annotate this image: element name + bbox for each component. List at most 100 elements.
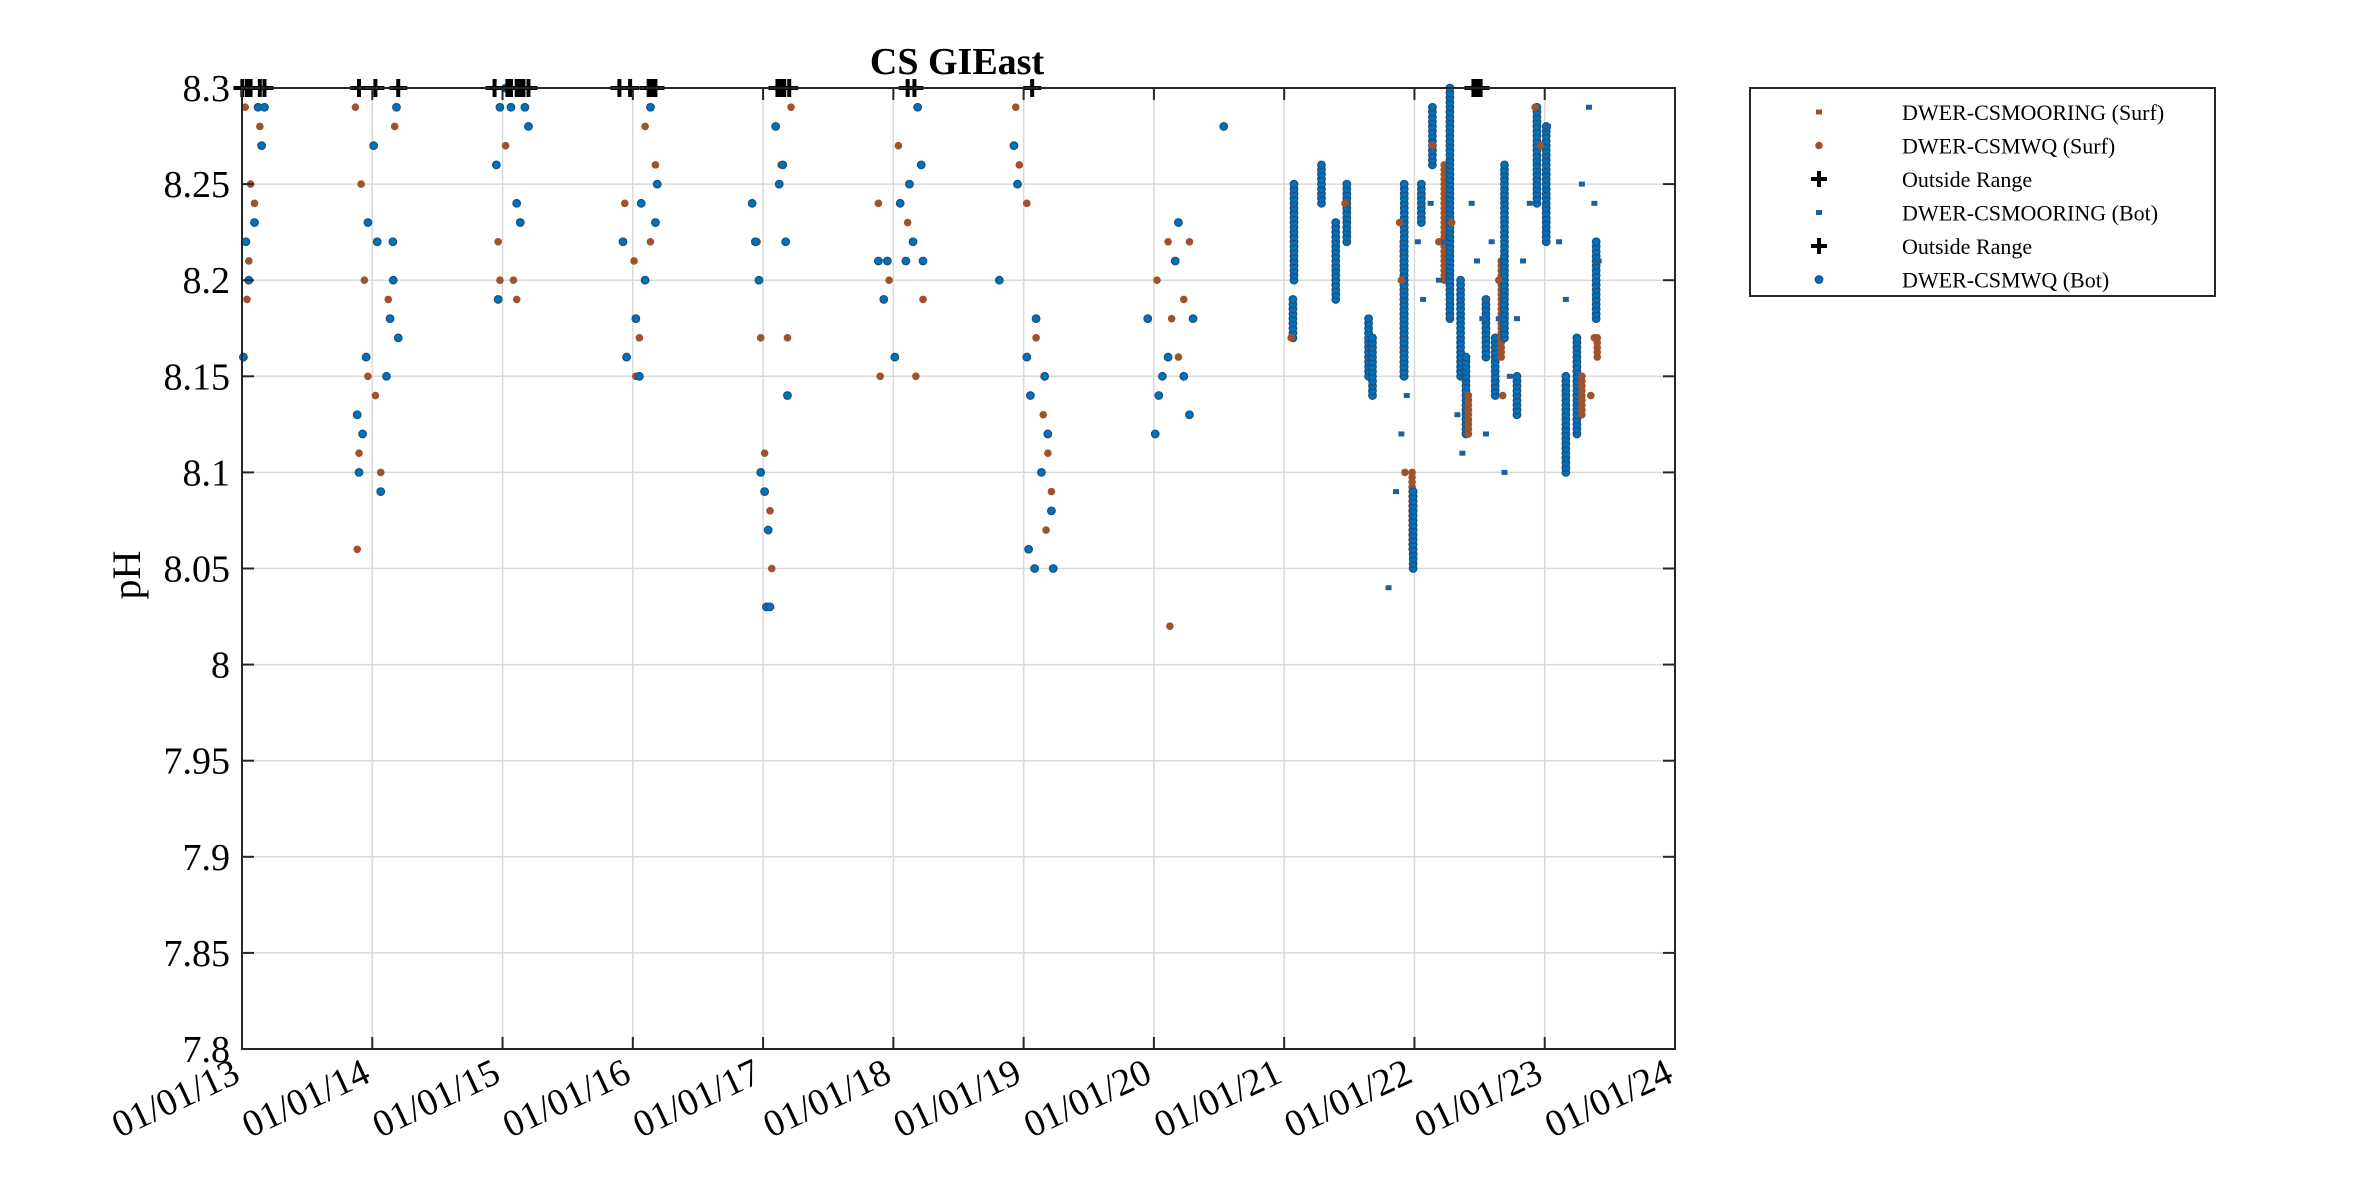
wq_surf-point <box>1167 314 1176 323</box>
data-marks <box>233 79 1602 630</box>
wq_bot-point <box>765 602 775 612</box>
wq_surf-point <box>767 564 776 573</box>
wq_surf-point <box>903 218 912 227</box>
wq_bot-point <box>646 102 655 112</box>
wq_bot-point <box>774 179 784 189</box>
y-tick-label: 8.1 <box>183 452 231 494</box>
wq_bot-point <box>1024 544 1033 554</box>
y-tick-label: 8 <box>211 645 230 687</box>
wq_bot-point <box>1461 352 1471 362</box>
mooring_bot-point <box>1556 239 1563 245</box>
wq_bot-point <box>916 160 926 170</box>
legend-marker-square <box>1816 109 1822 115</box>
y-tick-label: 8.05 <box>164 549 231 591</box>
wq_surf-point <box>1179 295 1188 304</box>
wq_surf-point <box>912 372 920 381</box>
wq_bot-point <box>1219 122 1229 131</box>
legend-label: Outside Range <box>1902 167 2032 192</box>
wq_surf-point <box>766 507 774 515</box>
wq_bot-point <box>631 314 641 324</box>
wq_surf-point <box>1153 276 1161 285</box>
wq_surf-point <box>876 372 884 381</box>
mooring_bot-point <box>1441 239 1448 245</box>
wq_bot-point <box>506 102 516 112</box>
wq_bot-point <box>1030 564 1040 573</box>
wq_bot-point <box>363 218 373 227</box>
legend-label: DWER-CSMOORING (Surf) <box>1902 100 2164 125</box>
y-tick-label: 8.3 <box>183 68 231 110</box>
wq_surf-point <box>364 372 372 381</box>
wq_surf-point <box>1531 103 1539 112</box>
wq_bot-point <box>1368 333 1377 343</box>
mooring_bot-point <box>1479 316 1486 322</box>
wq_surf-point <box>894 141 903 150</box>
mooring_bot-point <box>1513 316 1520 322</box>
wq_bot-point <box>783 391 792 400</box>
legend-label: DWER-CSMWQ (Bot) <box>1902 268 2109 293</box>
wq_bot-point <box>781 237 791 247</box>
mooring_bot-point <box>1520 258 1527 264</box>
wq_bot-point <box>495 102 505 112</box>
wq_bot-point <box>651 218 660 227</box>
wq_bot-point <box>1408 487 1418 497</box>
wq_bot-point <box>1416 179 1426 189</box>
wq_surf-point <box>241 103 250 112</box>
mooring_bot-point <box>1474 258 1481 264</box>
mooring_bot-point <box>1591 200 1598 206</box>
wq_surf-point <box>512 295 521 304</box>
wq_surf-point <box>760 449 769 457</box>
wq_bot-point <box>1188 314 1198 324</box>
wq_bot-point <box>1364 314 1373 324</box>
wq_bot-point <box>1037 468 1046 477</box>
wq_bot-point <box>1022 352 1032 362</box>
wq_surf-point <box>1401 468 1409 477</box>
wq_surf-point <box>1164 237 1172 246</box>
wq_surf-point <box>651 161 660 169</box>
wq_bot-point <box>260 102 269 112</box>
wq_bot-point <box>1481 295 1491 304</box>
wq_bot-point <box>618 237 628 247</box>
wq_surf-point <box>885 276 893 285</box>
wq_bot-point <box>622 352 631 362</box>
wq_bot-point <box>393 333 403 343</box>
wq_surf-point <box>1166 622 1174 630</box>
wq_bot-point <box>882 256 892 266</box>
wq_bot-point <box>1048 564 1058 573</box>
mooring_bot-point <box>1435 277 1442 283</box>
wq_bot-point <box>895 198 905 208</box>
wq_surf-point <box>1341 199 1349 208</box>
wq_surf-point <box>250 199 259 208</box>
wq_surf-point <box>376 468 385 477</box>
wq_bot-point <box>1512 371 1522 381</box>
y-tick-label: 7.9 <box>183 837 231 879</box>
wq_surf-point <box>756 334 765 342</box>
wq_bot-point <box>1040 371 1050 381</box>
wq_bot-point <box>524 122 533 131</box>
mooring_bot-point <box>1420 296 1427 302</box>
mooring_bot-point <box>1501 469 1508 475</box>
wq_bot-point <box>493 295 503 304</box>
mooring_bot-point <box>1468 200 1475 206</box>
wq_surf-point <box>509 276 518 285</box>
wq_surf-point <box>1023 199 1031 208</box>
wq_bot-point <box>754 275 764 285</box>
y-tick-label: 7.8 <box>183 1029 231 1071</box>
wq_bot-point <box>905 179 914 189</box>
wq_bot-point <box>763 525 773 535</box>
wq_bot-point <box>1342 179 1352 189</box>
wq_bot-point <box>778 160 788 170</box>
wq_bot-point <box>918 256 928 266</box>
wq_surf-point <box>1435 237 1443 246</box>
legend-label: DWER-CSMWQ (Surf) <box>1902 134 2115 159</box>
wq_bot-point <box>1456 275 1466 285</box>
wq_surf-point <box>1174 353 1183 361</box>
wq_bot-point <box>747 198 757 208</box>
wq_bot-point <box>385 314 395 324</box>
wq_surf-point <box>1397 276 1406 285</box>
wq_surf-point <box>646 237 655 246</box>
wq_surf-point <box>243 295 251 304</box>
mooring_bot-point <box>1495 316 1502 322</box>
wq_bot-point <box>1163 352 1173 362</box>
mooring_bot-point <box>1403 393 1410 399</box>
